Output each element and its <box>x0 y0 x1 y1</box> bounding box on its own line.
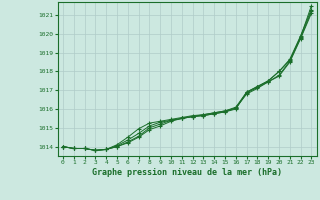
X-axis label: Graphe pression niveau de la mer (hPa): Graphe pression niveau de la mer (hPa) <box>92 168 282 177</box>
